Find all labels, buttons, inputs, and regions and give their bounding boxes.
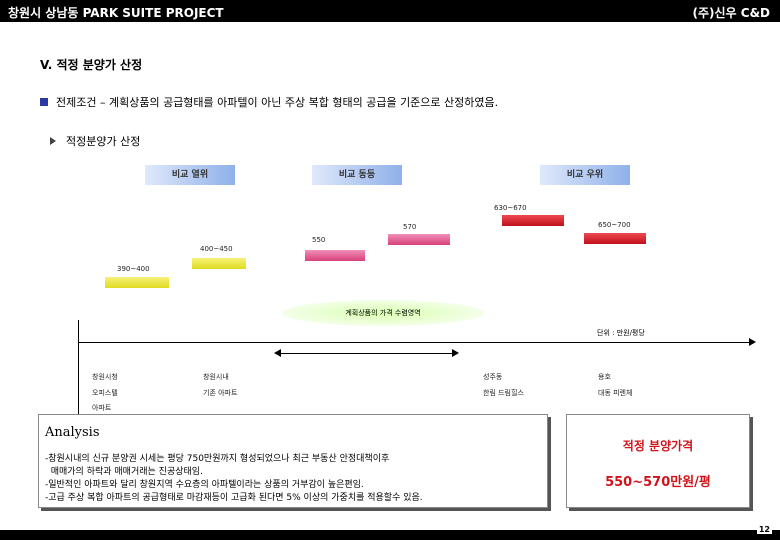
section-title: V. 적정 분양가 산정 — [40, 58, 143, 72]
price-label-390-400: 390~400 — [117, 265, 150, 273]
price-bar-550 — [305, 250, 365, 261]
comp-label: 용호 — [598, 373, 611, 381]
range-arrow-line — [280, 353, 452, 354]
appropriate-price-box: 적정 분양가격 550~570만원/평 — [566, 414, 750, 508]
footer-bar — [0, 530, 780, 540]
comparison-equal-label: 비교 동등 — [312, 165, 402, 185]
comp-label: 기존 아파트 — [203, 389, 238, 397]
subhead-line: 적정분양가 산정 — [50, 133, 140, 149]
price-label-570: 570 — [403, 223, 417, 231]
price-value: 550~570만원/평 — [605, 475, 711, 490]
price-label-630-670: 630~670 — [494, 204, 527, 212]
comp-label: 한림 드림힐스 — [483, 389, 524, 397]
unit-label: 단위 : 만원/평당 — [597, 329, 645, 337]
premise-line: 전제조건 – 계획상품의 공급형태를 아파텔이 아닌 주상 복합 형태의 공급을… — [40, 94, 498, 110]
comp-label: 오피스텔 — [92, 389, 118, 397]
analysis-line: -고급 주상 복합 아파트의 공급형태로 마감재등이 고급화 된다면 5% 이상… — [45, 493, 423, 503]
square-bullet-icon — [40, 98, 48, 106]
price-bar-650-700 — [584, 233, 646, 244]
price-label-650-700: 650~700 — [598, 221, 631, 229]
analysis-title: Analysis — [45, 425, 100, 440]
plan-price-convergence-zone: 계획상품의 가격 수렴영역 — [282, 300, 484, 326]
page-number: 12 — [756, 525, 772, 534]
company-name: (주)신우 C&D — [692, 6, 771, 20]
project-title: 창원시 상남동 PARK SUITE PROJECT — [8, 6, 224, 20]
comparison-superior-label: 비교 우위 — [540, 165, 630, 185]
range-arrow-left-icon — [274, 349, 281, 357]
price-label-400-450: 400~450 — [200, 245, 233, 253]
subhead-text: 적정분양가 산정 — [66, 135, 141, 148]
vertical-axis — [78, 320, 79, 418]
comparison-inferior-label: 비교 열위 — [145, 165, 235, 185]
price-bar-390-400 — [105, 277, 169, 288]
premise-text: 전제조건 – 계획상품의 공급형태를 아파텔이 아닌 주상 복합 형태의 공급을… — [56, 96, 499, 109]
comp-label: 아파트 — [92, 404, 112, 412]
comp-label: 대동 피렌체 — [598, 389, 633, 397]
comp-label: 창원시청 — [92, 373, 118, 381]
price-label-550: 550 — [312, 236, 326, 244]
price-bar-630-670 — [502, 215, 564, 226]
analysis-box: Analysis -창원시내의 신규 분양권 시세는 평당 750만원까지 형성… — [38, 414, 548, 508]
analysis-line: 매매가의 하락과 매매거래는 진공상태임. — [45, 467, 203, 477]
analysis-line: -일반적인 아파트와 달리 창원지역 수요층의 아파텔이라는 상품의 거부감이 … — [45, 480, 364, 490]
range-arrow-right-icon — [452, 349, 459, 357]
triangle-bullet-icon — [50, 137, 56, 145]
horizontal-axis — [78, 342, 750, 343]
axis-arrow-right-icon — [749, 338, 756, 346]
price-bar-570 — [388, 234, 450, 245]
analysis-line: -창원시내의 신규 분양권 시세는 평당 750만원까지 형성되었으나 최근 부… — [45, 454, 390, 464]
price-heading: 적정 분양가격 — [622, 439, 694, 453]
comp-label: 창원시내 — [203, 373, 229, 381]
comp-label: 성주동 — [483, 373, 503, 381]
price-bar-400-450 — [192, 258, 246, 269]
header-bar: 창원시 상남동 PARK SUITE PROJECT (주)신우 C&D — [0, 0, 780, 22]
